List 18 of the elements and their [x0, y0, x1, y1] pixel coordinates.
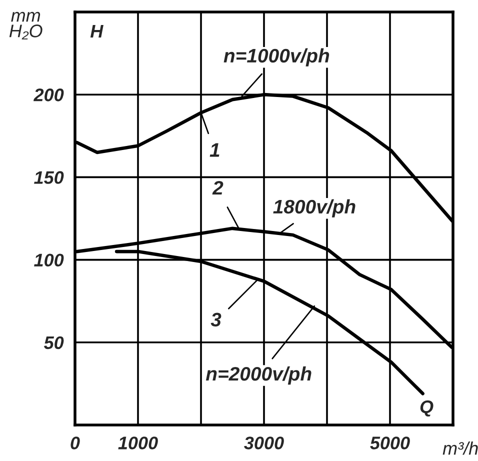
y-tick-label: 150: [34, 171, 64, 184]
annotation: H: [90, 25, 104, 38]
annotation: 2: [212, 180, 224, 195]
y-axis-title: mm H₂O: [9, 12, 42, 40]
annotation: n=1000v/ph: [224, 48, 330, 66]
x-tick-label: 1000: [118, 436, 158, 450]
x-tick-label: 5000: [370, 436, 410, 450]
y-tick-label: 50: [44, 336, 64, 350]
x-tick-label: 3000: [244, 436, 284, 450]
annotation: n=2000v/ph: [206, 366, 312, 385]
y-tick-label: 100: [34, 254, 64, 267]
x-tick-label: 0: [70, 436, 80, 450]
annotation: 1800v/ph: [273, 199, 356, 218]
annotation: Q: [420, 400, 434, 417]
annotation: 3: [210, 312, 222, 327]
annotation: 1: [210, 143, 220, 157]
x-axis-title: m³/h: [442, 442, 478, 455]
y-tick-label: 200: [33, 88, 64, 102]
